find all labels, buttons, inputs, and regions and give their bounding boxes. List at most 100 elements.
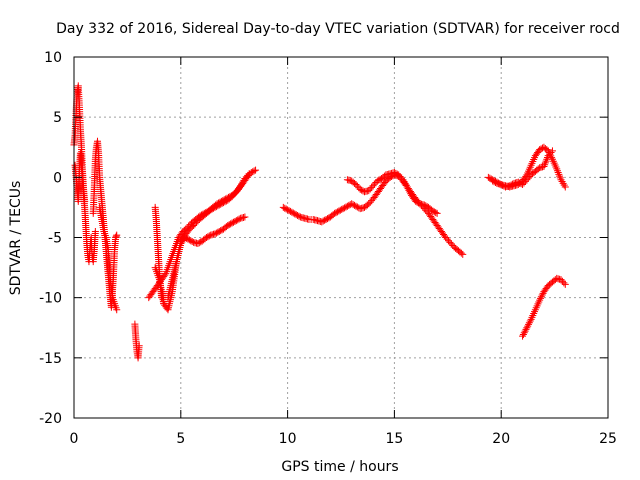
data-point [554, 169, 562, 177]
x-tick-label: 5 [176, 431, 185, 447]
data-point [292, 211, 300, 219]
data-point [536, 296, 544, 304]
data-point [540, 163, 548, 171]
data-point [229, 218, 237, 226]
data-point [339, 205, 347, 213]
data-point [366, 198, 374, 206]
data-point [520, 329, 528, 337]
data-point [252, 166, 260, 174]
data-point [182, 234, 190, 242]
data-point [524, 322, 532, 330]
data-point [375, 176, 383, 184]
y-tick-label: -10 [39, 291, 62, 307]
data-point [446, 238, 454, 246]
y-tick-label: 5 [53, 110, 62, 126]
data-point [514, 178, 522, 186]
data-point [338, 205, 346, 213]
data-point [319, 217, 327, 225]
data-point [555, 170, 563, 178]
data-point [218, 199, 226, 207]
data-point [229, 191, 237, 199]
data-point [400, 178, 408, 186]
data-point [557, 176, 565, 184]
data-point [245, 170, 253, 178]
data-point [521, 177, 529, 185]
data-point [492, 179, 500, 187]
data-point [184, 235, 192, 243]
data-point [190, 221, 198, 229]
data-point [525, 320, 533, 328]
data-point [429, 207, 437, 215]
y-tick-label: -5 [48, 231, 62, 247]
data-point [430, 208, 438, 216]
data-point [202, 234, 210, 241]
grid-lines [74, 57, 608, 418]
data-point [561, 280, 569, 288]
data-point [235, 215, 243, 223]
data-point [559, 179, 567, 187]
axis-ticks [73, 56, 609, 419]
x-tick-label: 20 [492, 431, 510, 447]
data-point [294, 211, 302, 219]
data-point [366, 185, 374, 193]
data-point [113, 306, 121, 314]
data-point [113, 231, 121, 239]
data-point [185, 236, 193, 244]
data-point [557, 276, 565, 284]
data-point [321, 216, 329, 224]
data-point [392, 169, 400, 177]
data-point [447, 240, 455, 248]
data-point [553, 165, 561, 173]
data-point [91, 227, 99, 235]
data-point [204, 233, 212, 241]
data-point [547, 148, 555, 156]
data-point [181, 234, 189, 241]
data-point [342, 203, 350, 211]
series-early-burst-b [71, 149, 99, 266]
data-point [224, 221, 232, 229]
data-point [546, 150, 554, 158]
data-point [331, 209, 339, 217]
data-point [249, 168, 257, 176]
data-point [403, 183, 411, 191]
data-point [524, 174, 532, 182]
data-point [406, 188, 414, 196]
data-point [484, 173, 492, 181]
data-point [519, 332, 527, 340]
data-point [228, 193, 236, 201]
data-point [232, 217, 240, 225]
data-point [556, 174, 564, 182]
data-point [333, 208, 341, 216]
data-point [422, 202, 430, 210]
data-point [348, 200, 356, 208]
data-point [210, 204, 218, 212]
data-point [401, 179, 409, 187]
x-tick-label: 15 [385, 431, 403, 447]
data-point [282, 205, 290, 213]
data-point [238, 180, 246, 188]
data-point [390, 169, 398, 177]
data-point [432, 209, 440, 217]
y-tick-labels: -20 -15 -10 -5 0 5 10 [39, 50, 62, 427]
data-point [544, 152, 552, 160]
data-point [558, 277, 566, 285]
data-point [286, 207, 294, 215]
y-tick-label: -20 [39, 411, 62, 427]
data-point [343, 202, 351, 210]
data-point [215, 201, 223, 209]
series-isolated-drop [131, 320, 143, 362]
y-tick-label: 10 [44, 50, 62, 66]
data-point [396, 173, 404, 181]
data-point [349, 201, 357, 209]
data-point [413, 198, 421, 206]
data-point [380, 172, 388, 180]
data-point [558, 178, 566, 186]
data-point [217, 200, 225, 208]
data-point [353, 203, 361, 211]
data-point [405, 186, 413, 194]
data-point [318, 218, 326, 226]
series-early-burst-c [89, 137, 121, 311]
data-point [228, 219, 236, 227]
data-point [239, 178, 247, 186]
